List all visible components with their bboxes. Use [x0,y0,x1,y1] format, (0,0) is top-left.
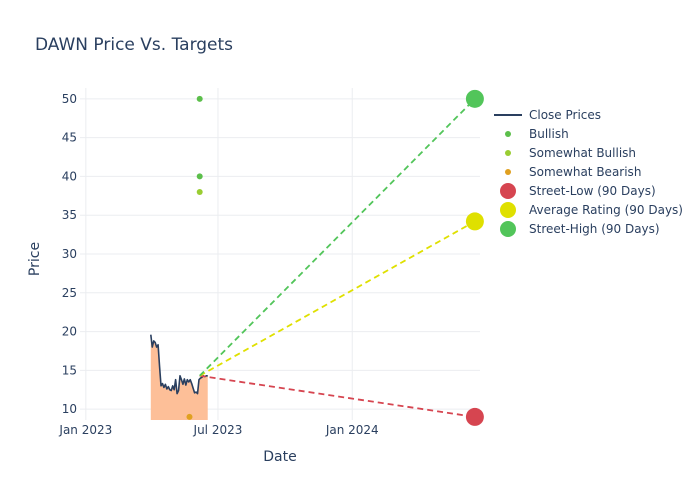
street-low-target-marker [465,407,484,426]
somewhat-bearish-rating-point [186,413,193,420]
legend-label-street-high: Street-High (90 Days) [529,222,660,236]
x-axis-title: Date [263,449,296,465]
price-area [150,334,208,420]
legend-label-somewhat-bullish: Somewhat Bullish [529,146,636,160]
legend-swatch-street-low [500,183,516,199]
legend-item-bullish[interactable]: Bullish [505,127,569,141]
y-tick-label: 25 [62,286,77,300]
y-tick-label: 30 [62,247,77,261]
street-low-target-line [199,374,476,418]
average-target-marker [465,212,484,231]
legend[interactable]: Close Prices Bullish Somewhat Bullish Somew… [494,108,683,237]
legend-label-bullish: Bullish [529,127,569,141]
legend-swatch-somewhat-bullish [505,150,511,156]
legend-label-somewhat-bearish: Somewhat Bearish [529,165,641,179]
y-tick-label: 15 [62,363,77,377]
somewhat-bullish-rating-point [196,188,203,195]
average-target-line [199,220,476,377]
target-lines [199,98,476,418]
street-high-target-marker [465,89,484,108]
legend-item-street-high[interactable]: Street-High (90 Days) [500,221,660,237]
legend-label-average-rating: Average Rating (90 Days) [529,203,683,217]
x-tick-label: Jan 2023 [58,423,112,437]
chart-title: DAWN Price Vs. Targets [35,35,233,55]
x-tick-label: Jul 2023 [193,423,243,437]
y-tick-label: 10 [62,402,77,416]
legend-swatch-street-high [500,221,516,237]
grid-lines [80,88,480,420]
close-price-path [150,334,208,395]
y-tick-label: 20 [62,325,77,339]
legend-swatch-average-rating [500,202,516,218]
close-price-area [150,334,208,420]
legend-item-somewhat-bearish[interactable]: Somewhat Bearish [505,165,641,179]
legend-item-average-rating[interactable]: Average Rating (90 Days) [500,202,683,218]
street-high-target-line [199,98,476,377]
y-axis-title: Price [27,242,43,276]
y-tick-label: 35 [62,208,77,222]
legend-item-close-prices[interactable]: Close Prices [494,108,601,122]
x-tick-label: Jan 2024 [325,423,379,437]
rating-markers [186,89,484,426]
legend-label-close-prices: Close Prices [529,108,601,122]
legend-item-street-low[interactable]: Street-Low (90 Days) [500,183,656,199]
y-tick-label: 40 [62,169,77,183]
legend-swatch-bullish [505,131,511,137]
y-tick-label: 50 [62,92,77,106]
legend-label-street-low: Street-Low (90 Days) [529,184,656,198]
y-tick-label: 45 [62,131,77,145]
legend-swatch-somewhat-bearish [505,169,511,175]
legend-item-somewhat-bullish[interactable]: Somewhat Bullish [505,146,636,160]
axis-ticks: 10 15 20 25 30 35 40 45 50 Jan 2023 Jul 2023 Jan 20… [58,92,378,437]
bullish-rating-point [196,173,203,180]
bullish-rating-point [196,95,203,102]
close-price-line [150,334,208,395]
